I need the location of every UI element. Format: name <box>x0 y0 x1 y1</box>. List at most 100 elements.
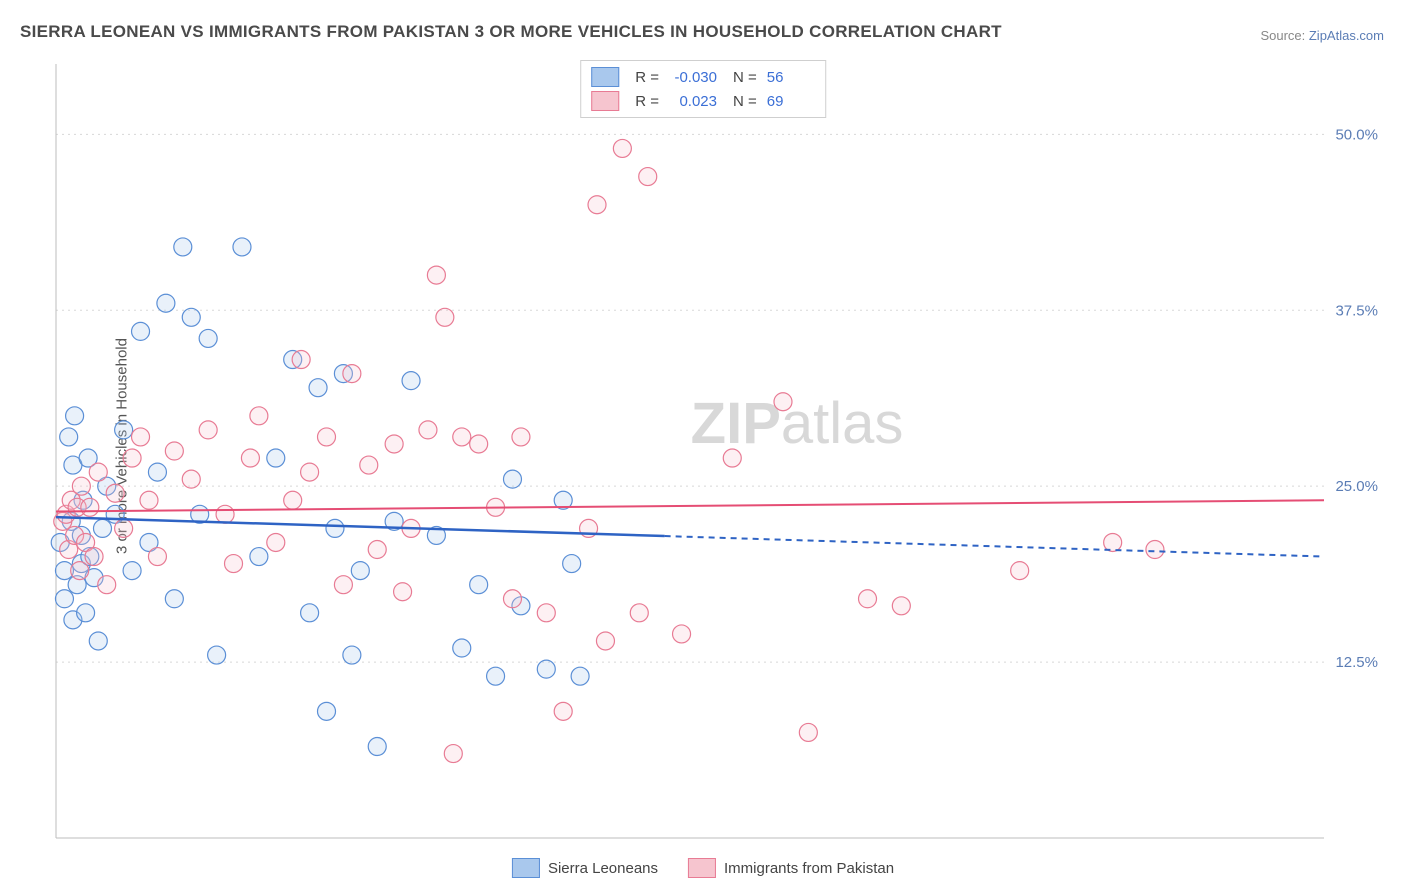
data-point <box>148 463 166 481</box>
data-point <box>182 308 200 326</box>
data-point <box>115 519 133 537</box>
data-point <box>1146 541 1164 559</box>
data-point <box>55 590 73 608</box>
data-point <box>132 322 150 340</box>
legend-label: Sierra Leoneans <box>548 860 658 877</box>
data-point <box>444 745 462 763</box>
data-point <box>596 632 614 650</box>
r-value: -0.030 <box>669 69 717 86</box>
legend-item: Immigrants from Pakistan <box>688 858 894 878</box>
legend-label: Immigrants from Pakistan <box>724 860 894 877</box>
y-tick-label: 25.0% <box>1335 478 1378 495</box>
y-tick-label: 50.0% <box>1335 126 1378 143</box>
data-point <box>639 168 657 186</box>
data-point <box>334 576 352 594</box>
data-point <box>436 308 454 326</box>
data-point <box>85 548 103 566</box>
data-point <box>148 548 166 566</box>
n-value: 69 <box>767 93 815 110</box>
source: Source: ZipAtlas.com <box>1260 28 1384 43</box>
data-point <box>571 667 589 685</box>
data-point <box>343 365 361 383</box>
data-point <box>284 491 302 509</box>
data-point <box>71 562 89 580</box>
data-point <box>115 421 133 439</box>
data-point <box>487 667 505 685</box>
data-point <box>537 660 555 678</box>
data-point <box>165 442 183 460</box>
legend-swatch <box>688 858 716 878</box>
n-value: 56 <box>767 69 815 86</box>
data-point <box>326 519 344 537</box>
data-point <box>182 470 200 488</box>
data-point <box>368 541 386 559</box>
data-point <box>537 604 555 622</box>
source-label: Source: <box>1260 28 1308 43</box>
legend-correlation: R =-0.030N =56R =0.023N =69 <box>580 60 826 118</box>
legend-item: Sierra Leoneans <box>512 858 658 878</box>
data-point <box>799 723 817 741</box>
source-link[interactable]: ZipAtlas.com <box>1309 28 1384 43</box>
data-point <box>123 562 141 580</box>
data-point <box>351 562 369 580</box>
data-point <box>394 583 412 601</box>
data-point <box>199 421 217 439</box>
data-point <box>402 372 420 390</box>
data-point <box>360 456 378 474</box>
legend-swatch <box>591 91 619 111</box>
trend-line-extrapolated <box>665 536 1324 556</box>
data-point <box>723 449 741 467</box>
data-point <box>892 597 910 615</box>
data-point <box>588 196 606 214</box>
data-point <box>140 491 158 509</box>
data-point <box>503 470 521 488</box>
data-point <box>225 555 243 573</box>
data-point <box>512 428 530 446</box>
data-point <box>89 463 107 481</box>
data-point <box>77 604 95 622</box>
data-point <box>343 646 361 664</box>
data-point <box>419 421 437 439</box>
data-point <box>503 590 521 608</box>
legend-swatch <box>512 858 540 878</box>
data-point <box>60 428 78 446</box>
r-value: 0.023 <box>669 93 717 110</box>
chart-svg: 12.5%25.0%37.5%50.0%ZIPatlas0.0%15.0% <box>50 58 1384 844</box>
data-point <box>309 379 327 397</box>
n-label: N = <box>733 69 757 86</box>
data-point <box>470 576 488 594</box>
data-point <box>859 590 877 608</box>
data-point <box>199 329 217 347</box>
watermark: ZIPatlas <box>691 391 904 456</box>
data-point <box>385 435 403 453</box>
data-point <box>250 548 268 566</box>
data-point <box>453 428 471 446</box>
data-point <box>132 428 150 446</box>
legend-bottom: Sierra Leoneans Immigrants from Pakistan <box>512 858 894 878</box>
chart-area: 12.5%25.0%37.5%50.0%ZIPatlas0.0%15.0% <box>50 58 1384 844</box>
data-point <box>563 555 581 573</box>
legend-stat-row: R =0.023N =69 <box>591 89 815 113</box>
data-point <box>157 294 175 312</box>
data-point <box>630 604 648 622</box>
data-point <box>250 407 268 425</box>
trend-line <box>56 500 1324 511</box>
data-point <box>301 463 319 481</box>
data-point <box>470 435 488 453</box>
data-point <box>318 428 336 446</box>
chart-title: SIERRA LEONEAN VS IMMIGRANTS FROM PAKIST… <box>20 22 1002 42</box>
y-tick-label: 37.5% <box>1335 302 1378 319</box>
data-point <box>66 407 84 425</box>
data-point <box>165 590 183 608</box>
data-point <box>216 505 234 523</box>
data-point <box>453 639 471 657</box>
data-point <box>1104 533 1122 551</box>
data-point <box>368 738 386 756</box>
data-point <box>81 498 99 516</box>
r-label: R = <box>635 93 659 110</box>
data-point <box>1011 562 1029 580</box>
legend-stat-row: R =-0.030N =56 <box>591 65 815 89</box>
data-point <box>208 646 226 664</box>
data-point <box>72 477 90 495</box>
data-point <box>673 625 691 643</box>
